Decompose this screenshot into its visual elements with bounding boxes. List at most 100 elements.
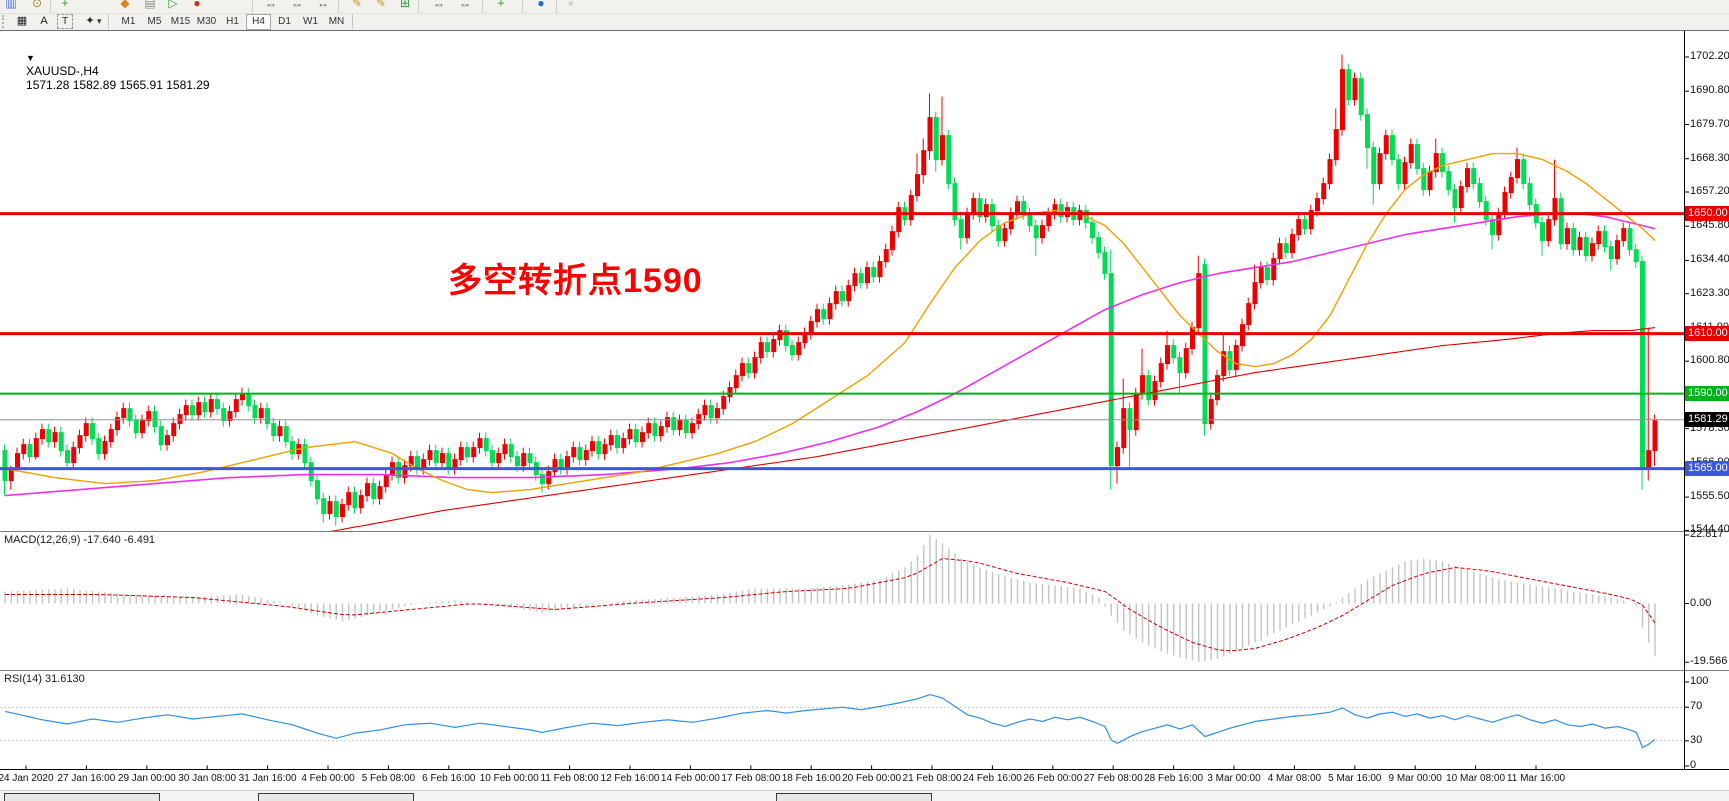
price-tick-label: 1555.50 (1690, 490, 1729, 503)
symbol-dropdown-icon[interactable]: ▼ (26, 53, 35, 63)
time-axis-label: 26 Feb 00:00 (1023, 773, 1083, 784)
toolbar-separator (338, 0, 339, 13)
time-axis-label: 14 Feb 00:00 (660, 773, 720, 784)
info-icon[interactable]: ● (537, 0, 545, 10)
main-price-panel (0, 54, 1684, 531)
price-level-badge: 1565.00 (1685, 460, 1729, 476)
macd-tick-label: 22.817 (1690, 528, 1724, 541)
timeframe-button-m15[interactable]: M15 (170, 16, 191, 27)
chart-window-icon[interactable]: ▥ (5, 0, 17, 10)
rsi-line (4, 693, 1656, 749)
stop-icon[interactable]: ● (193, 0, 201, 10)
current-price-badge: 1581.29 (1685, 411, 1729, 427)
ma-slow-line (330, 327, 1656, 531)
timeframe-button-h4[interactable]: H4 (246, 14, 271, 30)
time-axis-label: 3 Mar 00:00 (1207, 773, 1261, 784)
toolbar: ▥ ⊙ + ◆ ▤ ▷ ● ↔ ↔ ↔ ✎ ✎ ⊞ ↔ ↔ + ● ▫ ▦ A T ✦ ▾ M1 M5 M15 M30 H1 H4 D1… (0, 0, 1729, 31)
table-icon[interactable]: ⊞ (399, 0, 411, 10)
shapes-tool-icon[interactable]: ✦ (85, 15, 95, 27)
time-axis-label: 10 Feb 00:00 (479, 773, 539, 784)
time-axis-label: 17 Feb 08:00 (721, 773, 781, 784)
timeframe-button-m1[interactable]: M1 (121, 16, 136, 27)
time-axis-label: 29 Jan 00:00 (117, 773, 176, 784)
price-tick-label: 1679.70 (1690, 117, 1729, 130)
price-tick-label: 1544.40 (1690, 523, 1729, 536)
price-level-badge: 1650.00 (1685, 205, 1729, 221)
time-axis-label: 21 Feb 08:00 (902, 773, 962, 784)
hline-tool-icon[interactable]: ↔ (433, 0, 445, 10)
shapes-dropdown-caret-icon[interactable]: ▾ (97, 16, 102, 26)
rsi-tick-label: 70 (1690, 700, 1703, 713)
price-tick-label: 1645.80 (1690, 219, 1729, 232)
chart-canvas[interactable] (0, 31, 1729, 770)
grid-tool-icon[interactable]: ▦ (16, 15, 28, 27)
chart-window: ▼ XAUUSD-,H4 1571.28 1582.89 1565.91 158… (0, 31, 1729, 784)
toolbar-separator (482, 0, 483, 13)
macd-tick-label: -19.566 (1690, 655, 1728, 668)
chart-shift-icon[interactable]: ↔ (291, 0, 303, 10)
ohlc-high: 1582.89 (72, 78, 117, 92)
price-tick-label: 1600.80 (1690, 354, 1729, 367)
ohlc-close: 1581.29 (166, 78, 210, 92)
bottom-tab-strip (0, 790, 1729, 801)
add-object-icon[interactable]: + (497, 0, 505, 10)
toolbar-separator (522, 0, 523, 13)
toolbar-grip-handle[interactable] (2, 15, 8, 28)
printer-icon[interactable]: ▤ (144, 0, 156, 10)
rsi-tick-label: 0 (1690, 759, 1697, 771)
add-indicator-icon[interactable]: + (61, 0, 69, 10)
up-candles (8, 54, 1658, 523)
toolbar-separator (556, 0, 557, 13)
price-level-badge: 1610.00 (1685, 325, 1729, 341)
time-axis-label: 28 Feb 16:00 (1144, 773, 1204, 784)
symbol-timeframe-label: XAUUSD-,H4 (26, 64, 99, 78)
toolbar-row-tools: ▦ A T ✦ ▾ M1 M5 M15 M30 H1 H4 D1 W1 MN (0, 13, 1729, 31)
time-axis-label: 5 Mar 16:00 (1328, 773, 1382, 784)
time-axis-label: 31 Jan 16:00 (238, 773, 297, 784)
zoom-range-icon[interactable]: ↔ (317, 0, 329, 10)
toolbar-separator (418, 0, 419, 13)
minimized-chart-tab[interactable] (4, 793, 160, 801)
toolbar-separator (50, 0, 51, 13)
macd-panel (4, 535, 1656, 662)
vline-tool-icon[interactable]: ↔ (459, 0, 471, 10)
pencil-icon[interactable]: ✎ (351, 0, 363, 10)
diamond-icon[interactable]: ◆ (120, 0, 130, 10)
time-axis-label: 11 Mar 16:00 (1506, 773, 1566, 784)
time-axis-label: 9 Mar 00:00 (1388, 773, 1442, 784)
time-axis-label: 20 Feb 00:00 (842, 773, 902, 784)
toolbar-separator (252, 0, 253, 13)
minimized-chart-tab[interactable] (776, 793, 932, 801)
rsi-panel (0, 693, 1684, 749)
box-icon[interactable]: ▫ (568, 0, 574, 10)
text-box-tool-icon[interactable]: T (57, 14, 73, 29)
price-tick-label: 1657.20 (1690, 185, 1729, 197)
timeframe-button-mn[interactable]: MN (328, 16, 345, 27)
macd-signal-line (5, 557, 1656, 652)
time-axis-label: 4 Feb 00:00 (301, 773, 355, 784)
print-preview-icon[interactable]: ▷ (168, 0, 178, 10)
time-axis-label: 27 Feb 08:00 (1083, 773, 1143, 784)
timeframe-button-w1[interactable]: W1 (303, 16, 318, 27)
time-axis-label: 24 Jan 2020 (0, 773, 54, 784)
time-axis-label: 30 Jan 08:00 (178, 773, 237, 784)
zoom-icon[interactable]: ⊙ (31, 0, 43, 10)
macd-label: MACD(12,26,9) -17.640 -6.491 (4, 534, 156, 546)
time-axis-label: 27 Jan 16:00 (57, 773, 116, 784)
timeframe-button-m5[interactable]: M5 (147, 16, 162, 27)
timeframe-button-h1[interactable]: H1 (226, 16, 239, 27)
price-tick-label: 1668.30 (1690, 151, 1729, 164)
timeframe-button-m30[interactable]: M30 (196, 16, 217, 27)
time-axis-label: 10 Mar 08:00 (1446, 773, 1506, 784)
autoscroll-icon[interactable]: ↔ (265, 0, 277, 10)
text-label-tool-icon[interactable]: A (40, 15, 48, 27)
price-level-badge: 1590.00 (1685, 385, 1729, 401)
minimized-chart-tab[interactable] (258, 793, 414, 801)
macd-tick-label: 0.00 (1690, 596, 1712, 609)
timeframe-button-d1[interactable]: D1 (278, 16, 291, 27)
price-tick-label: 1690.80 (1690, 84, 1729, 97)
chart-annotation-text[interactable]: 多空转折点1590 (448, 262, 703, 300)
pencil-alt-icon[interactable]: ✎ (375, 0, 387, 10)
ma-mid-line (4, 212, 1656, 497)
